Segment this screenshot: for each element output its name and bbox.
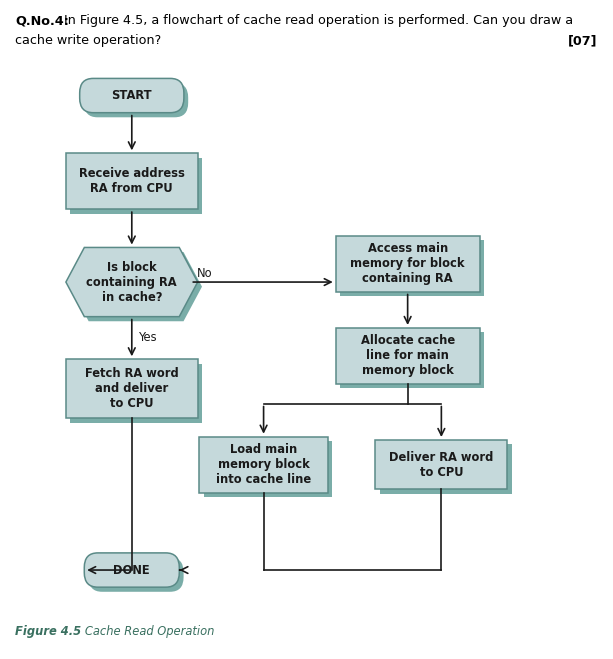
FancyBboxPatch shape — [66, 154, 197, 210]
FancyBboxPatch shape — [70, 158, 202, 214]
Polygon shape — [66, 248, 197, 317]
FancyBboxPatch shape — [340, 332, 484, 388]
Text: Load main
memory block
into cache line: Load main memory block into cache line — [216, 443, 311, 486]
Text: No: No — [196, 267, 212, 280]
FancyBboxPatch shape — [80, 78, 184, 113]
FancyBboxPatch shape — [340, 241, 484, 297]
Text: DONE: DONE — [113, 563, 150, 577]
FancyBboxPatch shape — [199, 436, 328, 493]
Text: Access main
memory for block
containing RA: Access main memory for block containing … — [351, 242, 465, 285]
FancyBboxPatch shape — [336, 328, 480, 384]
FancyBboxPatch shape — [84, 83, 188, 117]
Text: Yes: Yes — [139, 331, 158, 345]
Text: [07]: [07] — [568, 34, 598, 47]
Text: Figure 4.5: Figure 4.5 — [15, 625, 82, 638]
Text: In Figure 4.5, a flowchart of cache read operation is performed. Can you draw a: In Figure 4.5, a flowchart of cache read… — [60, 14, 573, 28]
FancyBboxPatch shape — [89, 558, 184, 592]
Text: Is block
containing RA
in cache?: Is block containing RA in cache? — [86, 260, 177, 304]
FancyBboxPatch shape — [85, 553, 179, 587]
Text: START: START — [112, 89, 152, 102]
Text: Deliver RA word
to CPU: Deliver RA word to CPU — [389, 451, 493, 478]
Text: Allocate cache
line for main
memory block: Allocate cache line for main memory bloc… — [360, 334, 455, 378]
Text: cache write operation?: cache write operation? — [15, 34, 162, 47]
FancyBboxPatch shape — [66, 359, 197, 418]
FancyBboxPatch shape — [70, 364, 202, 423]
FancyBboxPatch shape — [204, 442, 332, 497]
Text: Q.No.4:: Q.No.4: — [15, 14, 69, 28]
FancyBboxPatch shape — [336, 236, 480, 291]
FancyBboxPatch shape — [375, 440, 507, 489]
Text: Receive address
RA from CPU: Receive address RA from CPU — [79, 167, 185, 195]
Text: Cache Read Operation: Cache Read Operation — [74, 625, 214, 638]
FancyBboxPatch shape — [379, 444, 511, 494]
Text: Fetch RA word
and deliver
to CPU: Fetch RA word and deliver to CPU — [85, 367, 178, 411]
Polygon shape — [70, 252, 202, 322]
